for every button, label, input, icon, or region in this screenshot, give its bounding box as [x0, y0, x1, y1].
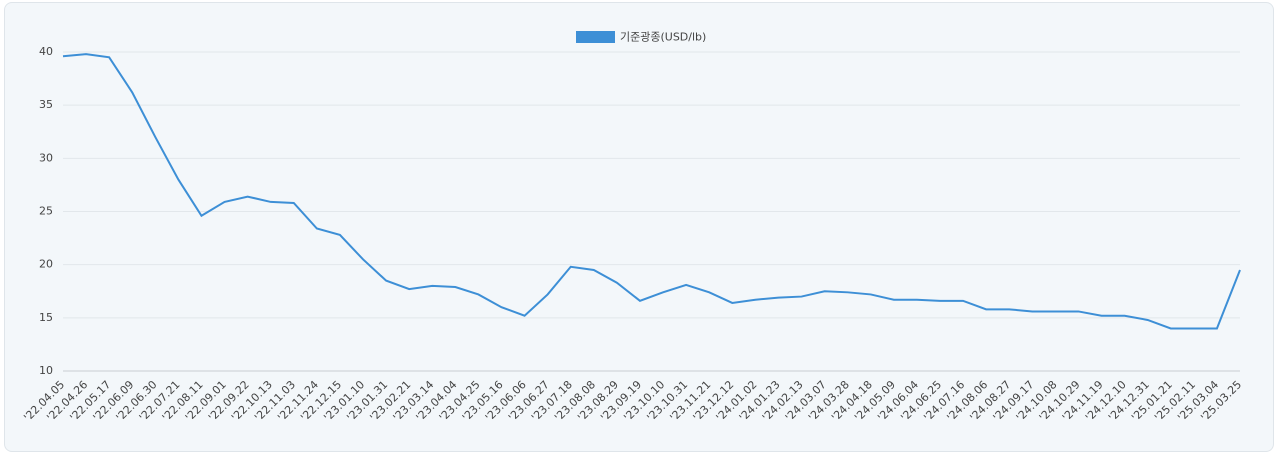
y-tick-label: 10 [39, 364, 53, 377]
y-tick-label: 30 [39, 151, 53, 164]
data-line [62, 53, 1241, 330]
y-tick-label: 40 [39, 45, 53, 58]
legend-label[interactable]: 기준광종(USD/lb) [620, 31, 706, 44]
legend-swatch[interactable] [576, 31, 615, 43]
chart-card [4, 2, 1274, 452]
y-tick-label: 25 [39, 205, 53, 218]
y-tick-label: 15 [39, 311, 53, 324]
y-tick-label: 20 [39, 258, 53, 271]
y-tick-label: 35 [39, 98, 53, 111]
